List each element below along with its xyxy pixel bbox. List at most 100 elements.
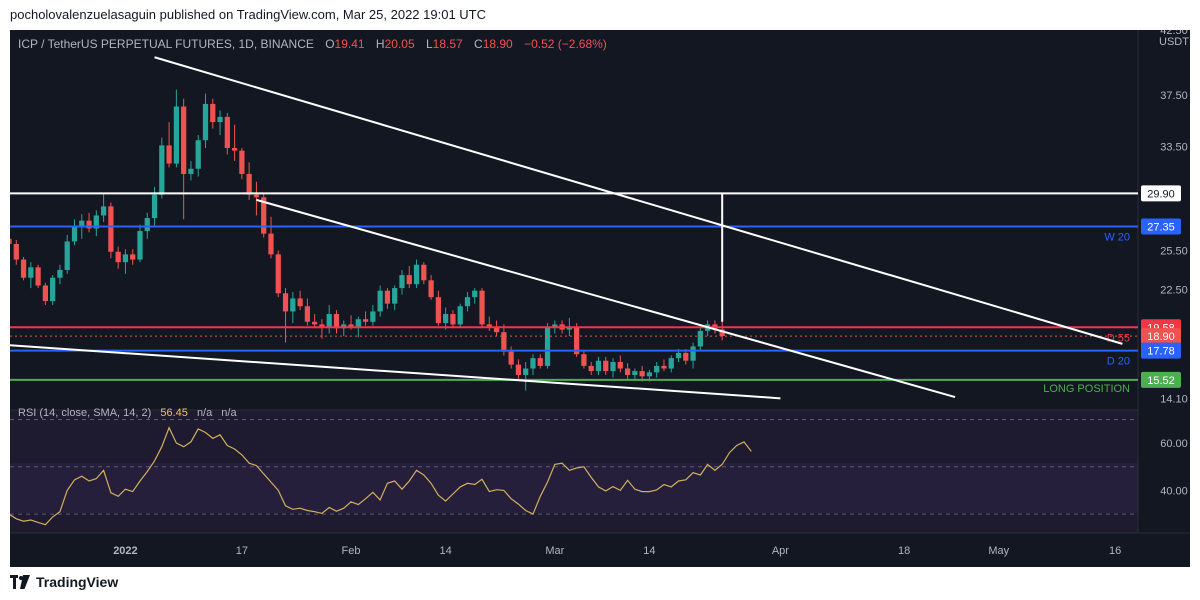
time-tick-label: 14 (643, 545, 655, 557)
time-tick-label: 16 (1109, 545, 1121, 557)
price-tick-label: 42.50 (1160, 30, 1188, 37)
price-axis[interactable]: 42.50 37.50 33.50 25.50 22.50 14.10 (1160, 30, 1188, 405)
candle-body (508, 351, 514, 365)
candle-body (654, 365, 660, 373)
candle-body (668, 358, 674, 369)
candle-body (115, 251, 121, 263)
rsi-band-fill (10, 463, 1138, 513)
candle-body (646, 372, 653, 377)
candle-body (144, 218, 150, 232)
publisher-caption: pocholovalenzuelasaguin published on Tra… (10, 7, 487, 22)
level-name: D 20 (1107, 356, 1130, 368)
tradingview-logo[interactable]: TradingView (10, 574, 118, 590)
candle-body (428, 280, 434, 298)
price-tick-label: 33.50 (1160, 142, 1188, 154)
candle-body (239, 150, 245, 174)
legend-c-value: 18.90 (483, 37, 513, 51)
candle-body (319, 324, 325, 327)
candle-body (421, 264, 427, 281)
candle-body (304, 306, 310, 322)
candle-body (108, 206, 114, 252)
candle-body (348, 324, 354, 327)
chart-area[interactable]: W 20 D 55 D 20 LONG POSITION 42.50 37.50 33.5… (10, 30, 1190, 567)
candle-body (384, 290, 391, 304)
candle-body (362, 319, 369, 322)
candle-body (10, 238, 12, 244)
price-tick-label: 22.50 (1160, 284, 1188, 296)
candle-body (282, 293, 289, 312)
candle-body (464, 297, 471, 307)
trendline (154, 56, 1123, 345)
candle-body (100, 206, 107, 216)
candle-body (552, 324, 558, 327)
candle-body (79, 220, 85, 226)
tradingview-logo-icon (10, 575, 30, 589)
candle-body (581, 354, 587, 366)
candle-body (355, 319, 361, 327)
candle-body (137, 231, 143, 260)
trendline (10, 344, 781, 400)
candle-body (261, 197, 267, 234)
legend-h-value: 20.05 (385, 37, 415, 51)
candle-body (268, 233, 274, 255)
candle-body (450, 314, 456, 325)
time-axis[interactable]: 2022 17 Feb 14 Mar 14 Apr 18 May 16 (113, 545, 1121, 557)
candle-body (661, 365, 667, 369)
candle-body (333, 314, 340, 329)
candle-body (42, 285, 49, 302)
candle-body (399, 275, 405, 289)
top-bar: pocholovalenzuelasaguin published on Tra… (0, 0, 1200, 30)
time-tick-label: 2022 (113, 545, 137, 557)
candle-body (566, 326, 572, 330)
candle-body (457, 306, 463, 325)
level-name: W 20 (1104, 231, 1130, 243)
candle-body (443, 314, 449, 324)
candle-body (86, 220, 92, 229)
candle-body (537, 358, 543, 366)
candle-body (588, 365, 594, 372)
candle-body (370, 311, 376, 322)
candle-body (130, 254, 136, 260)
trendline (256, 198, 956, 398)
candle-body (224, 116, 230, 149)
candle-body (20, 259, 27, 278)
candle-body (253, 194, 260, 198)
candle-body (188, 168, 194, 174)
legend-change: −0.52 (−2.68%) (524, 37, 607, 51)
candle-body (28, 267, 34, 278)
legend: ICP / TetherUS PERPETUAL FUTURES, 1D, BI… (18, 37, 607, 51)
candle-body (246, 173, 252, 195)
candle-body (530, 358, 536, 369)
rsi-legend-value: 56.45 (160, 407, 188, 419)
price-tag (1141, 342, 1181, 359)
time-tick-label: Mar (545, 545, 564, 557)
candle-body (610, 362, 616, 372)
candle-body (413, 264, 420, 285)
time-tick-label: Apr (772, 545, 789, 557)
bottom-bar (0, 567, 1200, 600)
candle-body (13, 243, 19, 260)
candle-body (472, 290, 478, 298)
candle-body (159, 145, 165, 195)
candle-body (683, 352, 689, 361)
candle-body (406, 275, 412, 285)
candle-body (697, 330, 703, 347)
rsi-legend: RSI (14, close, SMA, 14, 2) 56.45 n/a n/… (18, 407, 237, 419)
candle-body (603, 360, 609, 372)
candle-body (297, 298, 303, 307)
price-tick-label: 14.10 (1160, 393, 1188, 405)
trendlines[interactable] (10, 56, 1123, 400)
price-tick-label: 37.50 (1160, 90, 1188, 102)
candle-body (595, 360, 602, 372)
candle-body (166, 145, 172, 164)
candle-body (202, 103, 209, 141)
legend-o-value: 19.41 (335, 37, 365, 51)
rsi-line (10, 426, 752, 526)
candle-body (624, 368, 631, 375)
price-tag-label: 27.35 (1147, 221, 1175, 233)
time-tick-label: Feb (342, 545, 361, 557)
candle-body (493, 326, 500, 333)
candle-body (290, 298, 296, 312)
